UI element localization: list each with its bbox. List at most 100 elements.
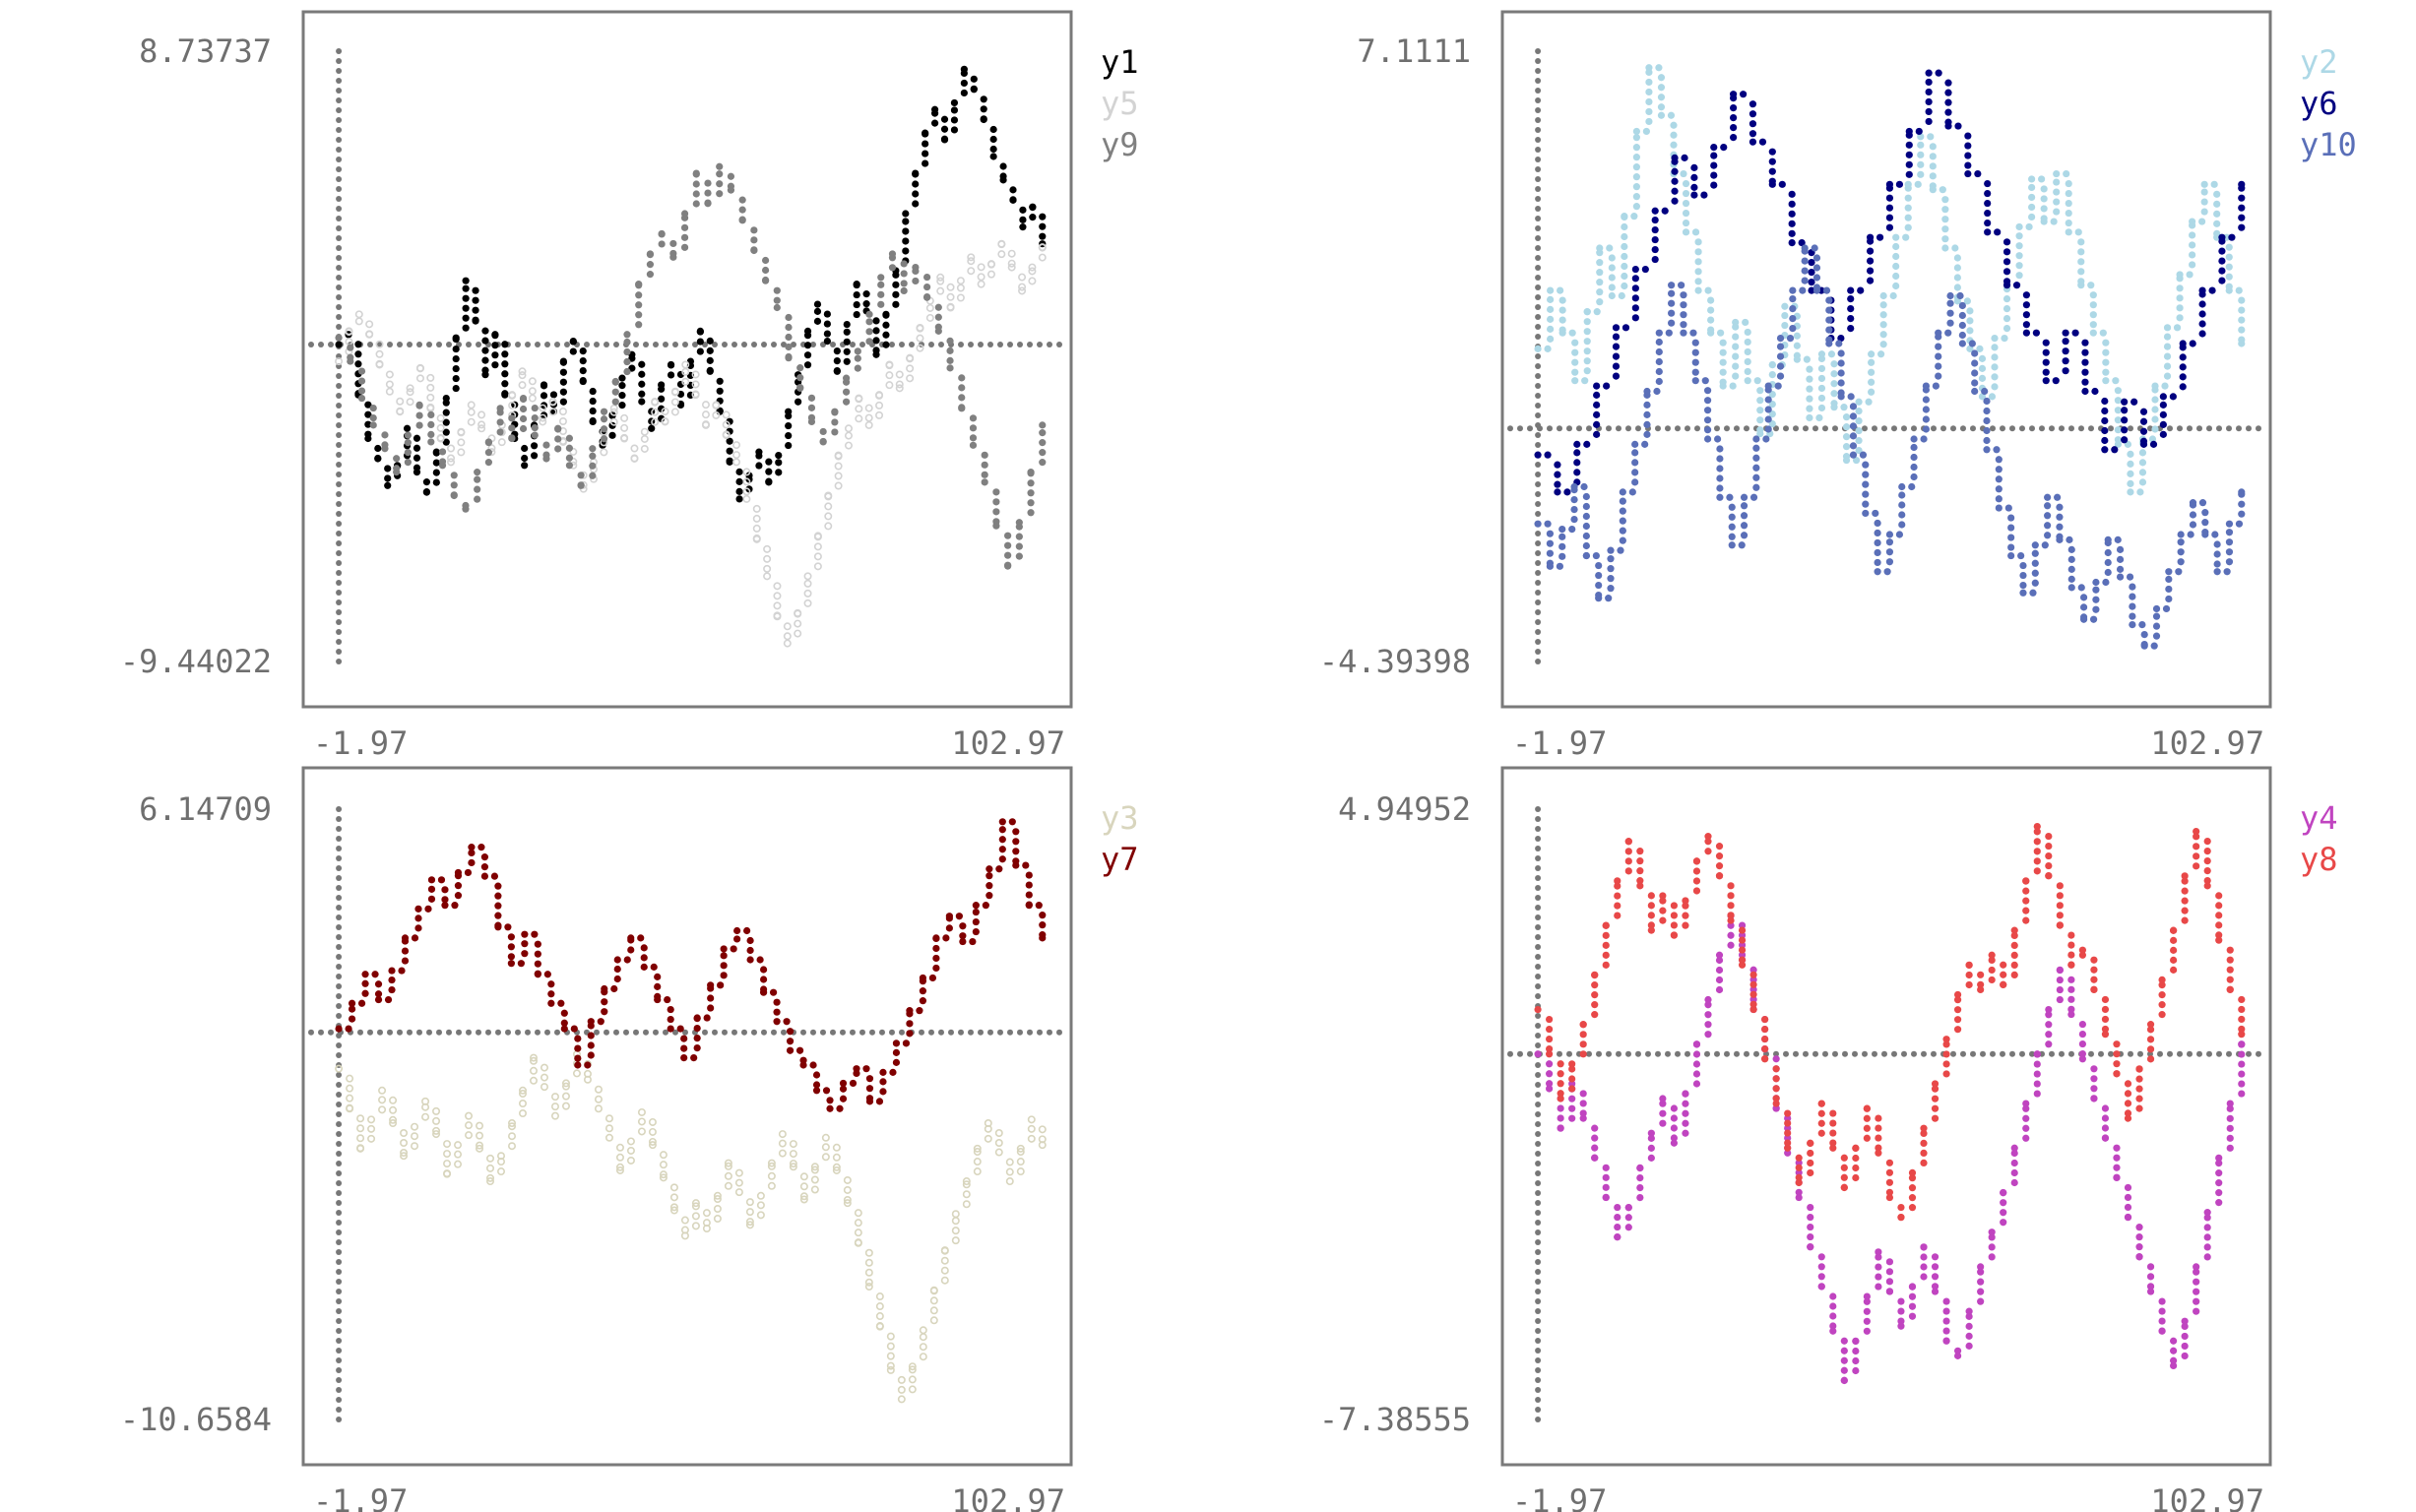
data-dot bbox=[2218, 257, 2226, 265]
data-point bbox=[611, 377, 619, 386]
data-dot bbox=[1694, 258, 1702, 266]
data-dot bbox=[1983, 426, 1991, 435]
data-dot bbox=[1905, 151, 1913, 158]
y-axis-dot bbox=[1535, 639, 1542, 645]
y-axis-dot bbox=[336, 1397, 343, 1403]
data-dot bbox=[2031, 569, 2039, 577]
data-point bbox=[1632, 127, 1640, 136]
data-dot bbox=[452, 374, 460, 383]
data-point bbox=[364, 434, 372, 443]
data-dot bbox=[785, 333, 793, 342]
zero-line-dot bbox=[928, 1029, 934, 1036]
zero-line-dot bbox=[1027, 1029, 1033, 1036]
data-dot bbox=[2062, 347, 2069, 355]
data-point bbox=[667, 360, 675, 369]
data-dot bbox=[1573, 459, 1581, 467]
zero-line-dot bbox=[810, 342, 816, 348]
data-point bbox=[1554, 488, 1561, 496]
data-point bbox=[1659, 1095, 1667, 1102]
data-dot bbox=[481, 337, 489, 345]
zero-line-dot bbox=[476, 342, 481, 348]
data-point bbox=[691, 1199, 700, 1208]
data-point bbox=[752, 535, 761, 543]
data-point bbox=[396, 408, 405, 416]
data-dot bbox=[557, 999, 565, 1007]
data-dot bbox=[400, 1149, 409, 1158]
data-point bbox=[1557, 1095, 1564, 1102]
data-point bbox=[438, 462, 447, 470]
data-dot bbox=[1847, 393, 1855, 401]
data-dot bbox=[1546, 1025, 1554, 1034]
data-dot bbox=[1807, 1149, 1814, 1158]
data-point bbox=[923, 293, 931, 301]
data-dot bbox=[646, 271, 655, 279]
zero-line-dot bbox=[1793, 1050, 1799, 1057]
data-dot bbox=[1942, 1070, 1950, 1078]
data-point bbox=[367, 1115, 376, 1124]
y-axis-dot bbox=[336, 1348, 343, 1354]
data-dot bbox=[849, 1079, 858, 1088]
data-dot bbox=[973, 1158, 982, 1166]
y-axis-dot bbox=[1535, 1102, 1542, 1107]
data-dot bbox=[704, 179, 712, 187]
data-dot bbox=[415, 421, 423, 429]
data-dot bbox=[1944, 89, 1952, 96]
data-dot bbox=[1568, 1065, 1576, 1073]
data-dot bbox=[1554, 471, 1561, 478]
data-dot bbox=[2104, 558, 2112, 567]
y-axis-dot bbox=[1535, 1318, 1542, 1324]
data-dot bbox=[1680, 291, 1687, 299]
data-point bbox=[799, 1195, 808, 1204]
data-point bbox=[422, 488, 431, 496]
zero-line-dot bbox=[466, 342, 472, 348]
data-dot bbox=[855, 414, 863, 423]
data-dot bbox=[388, 976, 396, 984]
data-dot bbox=[1643, 401, 1651, 409]
data-dot bbox=[2226, 1124, 2234, 1132]
y-axis-dot bbox=[336, 1298, 343, 1304]
data-point bbox=[853, 281, 860, 288]
y-axis-dot bbox=[1535, 1397, 1542, 1403]
data-dot bbox=[1602, 951, 1610, 959]
data-dot bbox=[378, 1096, 387, 1104]
data-dot bbox=[1671, 177, 1679, 185]
y-axis-dot bbox=[336, 1279, 343, 1285]
data-dot bbox=[1855, 446, 1863, 455]
data-point bbox=[411, 1122, 419, 1131]
data-point bbox=[521, 462, 529, 470]
y-axis-dot bbox=[1535, 1357, 1542, 1363]
data-dot bbox=[2022, 311, 2030, 319]
data-dot bbox=[897, 1385, 906, 1394]
zero-line-dot bbox=[1566, 425, 1572, 432]
data-dot bbox=[972, 927, 980, 936]
data-dot bbox=[895, 370, 904, 379]
data-point bbox=[702, 1225, 711, 1233]
data-dot bbox=[1592, 551, 1600, 560]
zero-line-dot bbox=[1596, 1050, 1602, 1057]
data-dot bbox=[1855, 416, 1863, 425]
data-dot bbox=[785, 313, 793, 322]
y-axis-dot bbox=[336, 639, 343, 645]
data-point bbox=[2092, 578, 2100, 587]
data-dot bbox=[385, 380, 394, 389]
data-dot bbox=[2159, 430, 2167, 438]
data-dot bbox=[2189, 511, 2197, 519]
data-dot bbox=[1716, 484, 1724, 492]
data-dot bbox=[1568, 1095, 1576, 1102]
y-axis-dot bbox=[336, 1180, 343, 1186]
data-dot bbox=[919, 987, 927, 995]
data-dot bbox=[720, 972, 728, 979]
y-axis-dot bbox=[1535, 275, 1542, 281]
data-dot bbox=[2044, 512, 2052, 520]
y-axis-dot bbox=[336, 245, 343, 251]
data-point bbox=[637, 1107, 646, 1116]
data-dot bbox=[950, 106, 959, 114]
data-dot bbox=[1942, 1297, 1950, 1305]
data-dot bbox=[404, 439, 412, 447]
data-dot bbox=[454, 1150, 463, 1159]
data-point bbox=[1534, 345, 1542, 352]
data-dot bbox=[734, 1168, 743, 1177]
data-point bbox=[2022, 1100, 2030, 1107]
zero-line-dot bbox=[1950, 425, 1956, 432]
data-dot bbox=[872, 327, 880, 335]
